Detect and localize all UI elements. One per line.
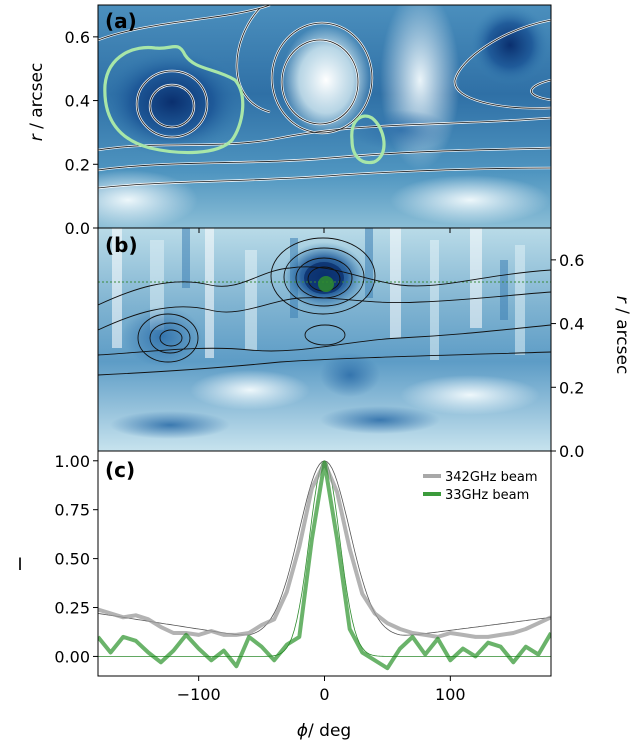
panel-c-y-axis-label: I bbox=[17, 555, 22, 575]
panel-b-y-unit: / arcsec bbox=[612, 303, 632, 375]
panel-b-ytick-label: 0.4 bbox=[559, 315, 584, 334]
x-axis-symbol: ϕ bbox=[297, 721, 308, 741]
panel-c-ytick-label: 0.75 bbox=[54, 501, 90, 520]
panel-c-ytick-label: 0.25 bbox=[54, 599, 90, 618]
panel-c-xtick-label: 0 bbox=[319, 685, 329, 704]
panel-b-ytick-label: 0.0 bbox=[559, 442, 584, 461]
legend-label: 342GHz beam bbox=[445, 470, 538, 485]
panel-c: (c) 0.00 0.25 0.50 0.75 1.00 −100 0 100 I ϕ/ d… bbox=[17, 450, 552, 741]
panel-a-y-unit: / arcsec bbox=[27, 63, 47, 135]
panel-a-ytick-label: 0.4 bbox=[65, 92, 90, 111]
panel-c-xtick-label: −100 bbox=[177, 685, 221, 704]
panel-a-ytick-label: 0.2 bbox=[65, 155, 90, 174]
panel-b: (b) 0.0 0.2 0.4 0.6 r / arcsec bbox=[97, 227, 632, 461]
panel-a-y-ticks: 0.0 0.2 0.4 0.6 bbox=[65, 28, 98, 238]
x-axis-unit: / deg bbox=[308, 721, 351, 741]
panel-c-ytick-label: 0.00 bbox=[54, 647, 90, 666]
panel-b-ytick-label: 0.2 bbox=[559, 378, 584, 397]
panel-b-label: (b) bbox=[105, 233, 138, 257]
panel-c-xtick-label: 100 bbox=[435, 685, 466, 704]
panel-b-heatmap bbox=[98, 228, 551, 451]
panel-b-top-ticks bbox=[198, 228, 451, 233]
panel-b-y-ticks: 0.0 0.2 0.4 0.6 bbox=[551, 251, 584, 461]
panel-b-ytick-label: 0.6 bbox=[559, 251, 584, 270]
panel-c-y-ticks: 0.00 0.25 0.50 0.75 1.00 bbox=[54, 452, 98, 666]
panel-a-heatmap bbox=[98, 5, 551, 228]
panel-b-y-axis-label: r / arcsec bbox=[612, 296, 632, 375]
panel-c-series bbox=[98, 460, 551, 671]
panel-a-ytick-label: 0.0 bbox=[65, 219, 90, 238]
legend-label: 33GHz beam bbox=[445, 488, 529, 503]
panel-a-y-axis-label: r / arcsec bbox=[27, 63, 47, 142]
panel-a-label: (a) bbox=[105, 9, 137, 33]
panel-b-green-source bbox=[318, 276, 334, 292]
panel-c-plot-area bbox=[98, 460, 551, 671]
panel-a-green-contour-small bbox=[350, 114, 386, 165]
panel-c-x-ticks: −100 0 100 bbox=[177, 676, 466, 704]
panel-c-legend: 342GHz beam 33GHz beam bbox=[423, 470, 538, 503]
panel-a: (a) 0.0 0.2 0.4 0.6 r / arcsec bbox=[27, 4, 552, 238]
panel-c-ytick-label: 0.50 bbox=[54, 550, 90, 569]
panel-a-ytick-label: 0.6 bbox=[65, 28, 90, 47]
x-axis-label: ϕ/ deg bbox=[297, 721, 351, 741]
panel-a-y-symbol: r bbox=[27, 133, 47, 141]
panel-c-label: (c) bbox=[105, 458, 135, 482]
panel-a-green-contour-main bbox=[103, 45, 245, 155]
panel-b-y-symbol: r bbox=[612, 296, 632, 304]
panel-c-ytick-label: 1.00 bbox=[54, 452, 90, 471]
